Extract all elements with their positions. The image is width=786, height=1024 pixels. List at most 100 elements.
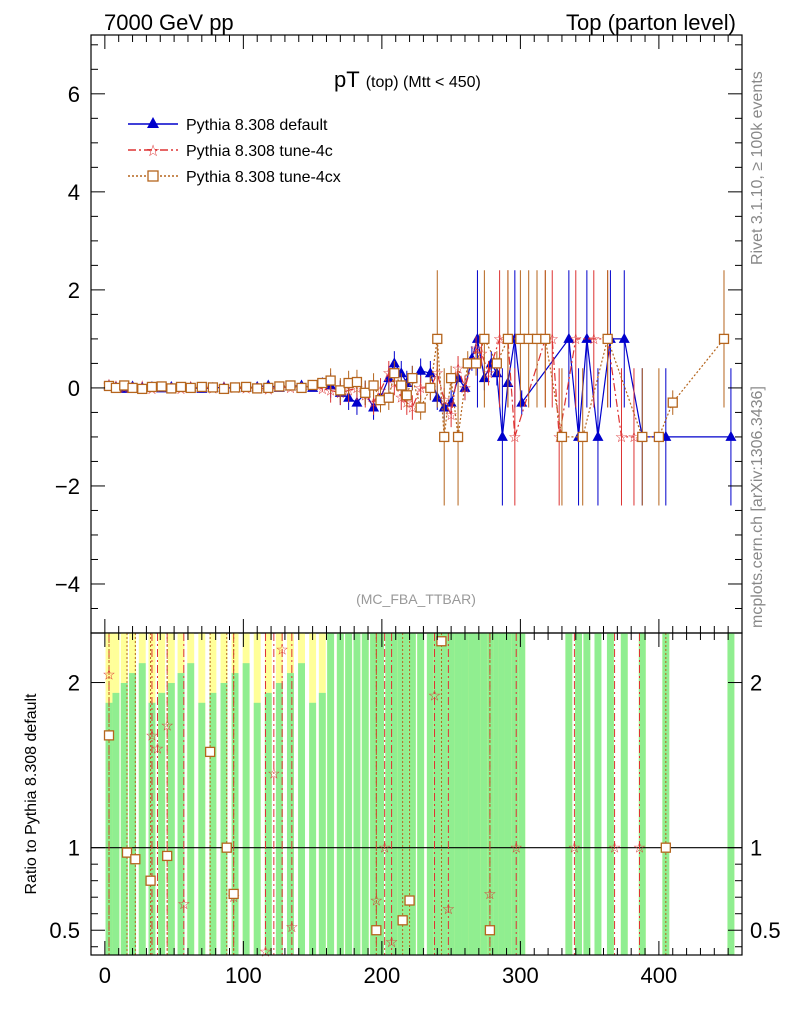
- data-point: [343, 377, 354, 389]
- x-tick-label: 100: [225, 963, 262, 988]
- band-green: [408, 633, 416, 955]
- data-point: [432, 333, 443, 345]
- data-point: [307, 379, 318, 391]
- band-green: [461, 633, 469, 955]
- band-green: [583, 633, 591, 955]
- data-point: ☆: [414, 380, 427, 397]
- band-green: [385, 633, 393, 955]
- legend-marker-tune4c: ☆: [146, 143, 160, 160]
- ratio-point: [436, 636, 447, 647]
- data-point: [581, 332, 593, 343]
- band-green: [167, 682, 175, 955]
- data-point: [592, 430, 604, 441]
- ratio-point: [204, 746, 216, 758]
- data-point: [252, 383, 263, 394]
- ratio-point: [484, 925, 496, 936]
- data-point: [540, 333, 551, 345]
- band-green: [417, 633, 425, 955]
- data-point: [407, 372, 418, 384]
- band-green: [187, 663, 195, 955]
- band-green: [594, 633, 602, 955]
- band-green: [286, 673, 294, 955]
- band-green: [403, 633, 411, 955]
- data-point: [285, 380, 296, 391]
- band-green: [275, 682, 283, 955]
- legend-label-default: Pythia 8.308 default: [186, 117, 328, 134]
- ratio-panel: ☆☆☆☆☆☆☆☆☆☆☆☆☆☆☆☆☆☆☆☆ 0.5 0.5 1 1 2 2 0 100 200 30…: [23, 632, 781, 988]
- x-tick-label: 300: [502, 963, 539, 988]
- data-point: [462, 358, 473, 369]
- band-green: [370, 633, 378, 955]
- ratio-point: ☆: [568, 840, 581, 857]
- ratio-point: ☆: [428, 688, 441, 705]
- legend-marker-default: [147, 117, 159, 128]
- ratio-point: ☆: [151, 741, 164, 758]
- data-point: [351, 376, 363, 388]
- ratio-point: [397, 915, 408, 926]
- data-point: [653, 431, 665, 443]
- x-tick-label: 200: [364, 963, 401, 988]
- band-green: [511, 633, 519, 955]
- data-point: [531, 333, 543, 345]
- data-point: [725, 430, 737, 441]
- data-point: [667, 397, 678, 408]
- rivet-label: Rivet 3.1.10, ≥ 100k events: [749, 71, 766, 265]
- ratio-point: [221, 842, 232, 853]
- data-point: [185, 382, 196, 394]
- legend-marker-tune4cx: [147, 170, 159, 182]
- band-green: [620, 633, 628, 955]
- band-green: [377, 633, 384, 955]
- band-green: [242, 663, 250, 955]
- data-point: ☆: [458, 380, 471, 397]
- analysis-label: (MC_FBA_TTBAR): [356, 591, 476, 607]
- data-point: [240, 381, 252, 393]
- data-point: [439, 431, 450, 443]
- ratio-ticks: 0.5 0.5 1 1 2 2 0 100 200 300 400: [49, 633, 781, 988]
- ratio-point: ☆: [275, 642, 288, 659]
- x-tick-label: 0: [99, 963, 111, 988]
- ratio-point: [130, 854, 141, 865]
- y-tick-label: −4: [55, 572, 80, 597]
- data-point: [479, 333, 490, 345]
- data-point: ☆: [615, 429, 628, 446]
- data-point: [445, 372, 457, 384]
- ratio-y-tick-label-right: 0.5: [750, 918, 781, 943]
- data-point: [577, 431, 588, 443]
- data-point: [218, 383, 230, 395]
- band-green: [468, 633, 476, 955]
- data-point: [502, 333, 514, 345]
- ratio-point: ☆: [145, 727, 158, 744]
- band-green: [298, 663, 305, 955]
- data-point: [175, 381, 187, 393]
- band-green: [345, 633, 353, 955]
- band-green: [638, 633, 646, 955]
- title-sub: (top) (Mtt < 450): [366, 74, 481, 91]
- y-tick-label: 0: [68, 376, 80, 401]
- band-green: [493, 633, 501, 955]
- band-green: [361, 633, 369, 955]
- data-point: ☆: [569, 331, 582, 348]
- ratio-point: [121, 847, 133, 858]
- main-ticks: −4 −2 0 2 4 6: [55, 35, 742, 634]
- ratio-point: ☆: [378, 840, 391, 857]
- data-point: [637, 431, 648, 443]
- data-point: [127, 382, 138, 394]
- ratio-y-tick-label: 2: [68, 671, 80, 696]
- band-green: [606, 633, 614, 955]
- band-green: [487, 633, 495, 955]
- data-point: [351, 396, 363, 407]
- ratio-y-tick-label-right: 1: [750, 836, 762, 861]
- ratio-point: [162, 850, 173, 862]
- data-point: [368, 380, 379, 391]
- data-point: ☆: [482, 365, 495, 382]
- y-tick-label: 2: [68, 278, 80, 303]
- header-left: 7000 GeV pp: [104, 10, 234, 35]
- data-point: [119, 380, 130, 391]
- legend-label-tune4c: Pythia 8.308 tune-4c: [186, 143, 333, 160]
- data-point: [496, 430, 508, 441]
- data-point: ☆: [508, 429, 521, 446]
- ratio-point: ☆: [510, 840, 523, 857]
- band-green: [426, 633, 434, 955]
- band-green: [353, 633, 361, 955]
- band-green: [390, 633, 398, 955]
